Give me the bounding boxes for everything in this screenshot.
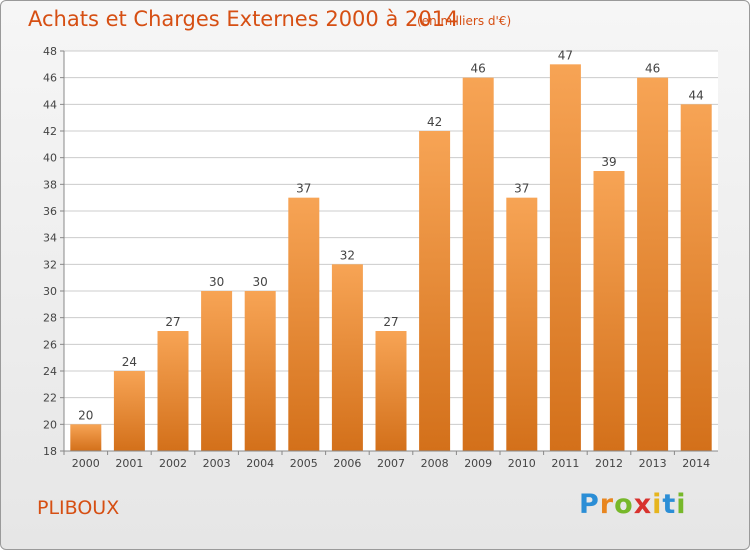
logo-letter: i — [652, 489, 663, 520]
proxiti-logo: Proxiti — [579, 489, 687, 520]
bar — [593, 171, 625, 451]
bar — [419, 131, 451, 451]
y-tick-label: 40 — [43, 152, 57, 165]
bar-value-label: 32 — [340, 248, 355, 262]
logo-letter: t — [662, 489, 677, 520]
bars — [70, 64, 712, 452]
bar-value-label: 44 — [689, 88, 704, 102]
bar-value-label: 20 — [78, 408, 93, 422]
x-tick-label: 2000 — [72, 457, 100, 470]
x-tick-label: 2004 — [246, 457, 274, 470]
bar-value-label: 46 — [645, 62, 660, 76]
bar — [506, 197, 538, 451]
x-tick-label: 2014 — [682, 457, 710, 470]
bar-value-label: 24 — [122, 355, 137, 369]
y-tick-label: 36 — [43, 205, 57, 218]
y-tick-label: 24 — [43, 365, 57, 378]
bar — [637, 77, 669, 452]
bar — [331, 264, 363, 451]
y-tick-label: 28 — [43, 312, 57, 325]
bar-value-label: 37 — [514, 182, 529, 196]
x-tick-label: 2001 — [115, 457, 143, 470]
logo-letter: x — [633, 489, 653, 520]
labels: 18 20 22 24 26 28 30 32 34 36 38 40 42 44 46 48 20 2000 24… — [43, 45, 710, 470]
bar-value-label: 39 — [601, 155, 616, 169]
y-tick-label: 44 — [43, 98, 57, 111]
bar — [375, 331, 407, 451]
x-tick-label: 2006 — [333, 457, 361, 470]
bar-value-label: 37 — [296, 182, 311, 196]
chart-subtitle: (en milliers d'€) — [417, 14, 512, 28]
logo-letter: i — [676, 489, 687, 520]
bar-value-label: 30 — [209, 275, 224, 289]
y-tick-label: 38 — [43, 178, 57, 191]
y-tick-label: 26 — [43, 338, 57, 351]
y-tick-label: 30 — [43, 285, 57, 298]
bar — [288, 197, 320, 451]
bar-value-label: 47 — [558, 48, 573, 62]
bar — [201, 291, 233, 451]
x-tick-label: 2010 — [508, 457, 536, 470]
x-tick-label: 2013 — [639, 457, 667, 470]
logo-letter: r — [599, 489, 615, 520]
x-tick-label: 2011 — [551, 457, 579, 470]
x-tick-label: 2003 — [203, 457, 231, 470]
bar-value-label: 46 — [471, 62, 486, 76]
axes — [60, 50, 718, 455]
y-tick-label: 22 — [43, 392, 57, 405]
bar — [70, 424, 102, 451]
y-tick-label: 34 — [43, 232, 57, 245]
x-tick-label: 2008 — [421, 457, 449, 470]
y-tick-label: 46 — [43, 72, 57, 85]
x-tick-label: 2012 — [595, 457, 623, 470]
x-tick-label: 2002 — [159, 457, 187, 470]
bar-value-label: 27 — [383, 315, 398, 329]
bar-value-label: 27 — [165, 315, 180, 329]
logo-letter: o — [614, 489, 634, 520]
chart-title: Achats et Charges Externes 2000 à 2014 — [28, 7, 459, 31]
bar — [549, 64, 581, 452]
bar — [462, 77, 494, 452]
bar-value-label: 30 — [253, 275, 268, 289]
y-tick-label: 48 — [43, 45, 57, 58]
y-tick-label: 18 — [43, 445, 57, 458]
bar-value-label: 42 — [427, 115, 442, 129]
y-tick-label: 32 — [43, 258, 57, 271]
bar — [157, 331, 189, 451]
x-tick-label: 2009 — [464, 457, 492, 470]
logo-letter: P — [579, 489, 600, 520]
x-tick-label: 2007 — [377, 457, 405, 470]
bar — [113, 371, 145, 451]
bar — [680, 104, 712, 451]
y-tick-label: 20 — [43, 418, 57, 431]
y-tick-label: 42 — [43, 125, 57, 138]
x-tick-label: 2005 — [290, 457, 318, 470]
bar — [244, 291, 276, 451]
commune-name: PLIBOUX — [37, 497, 120, 519]
